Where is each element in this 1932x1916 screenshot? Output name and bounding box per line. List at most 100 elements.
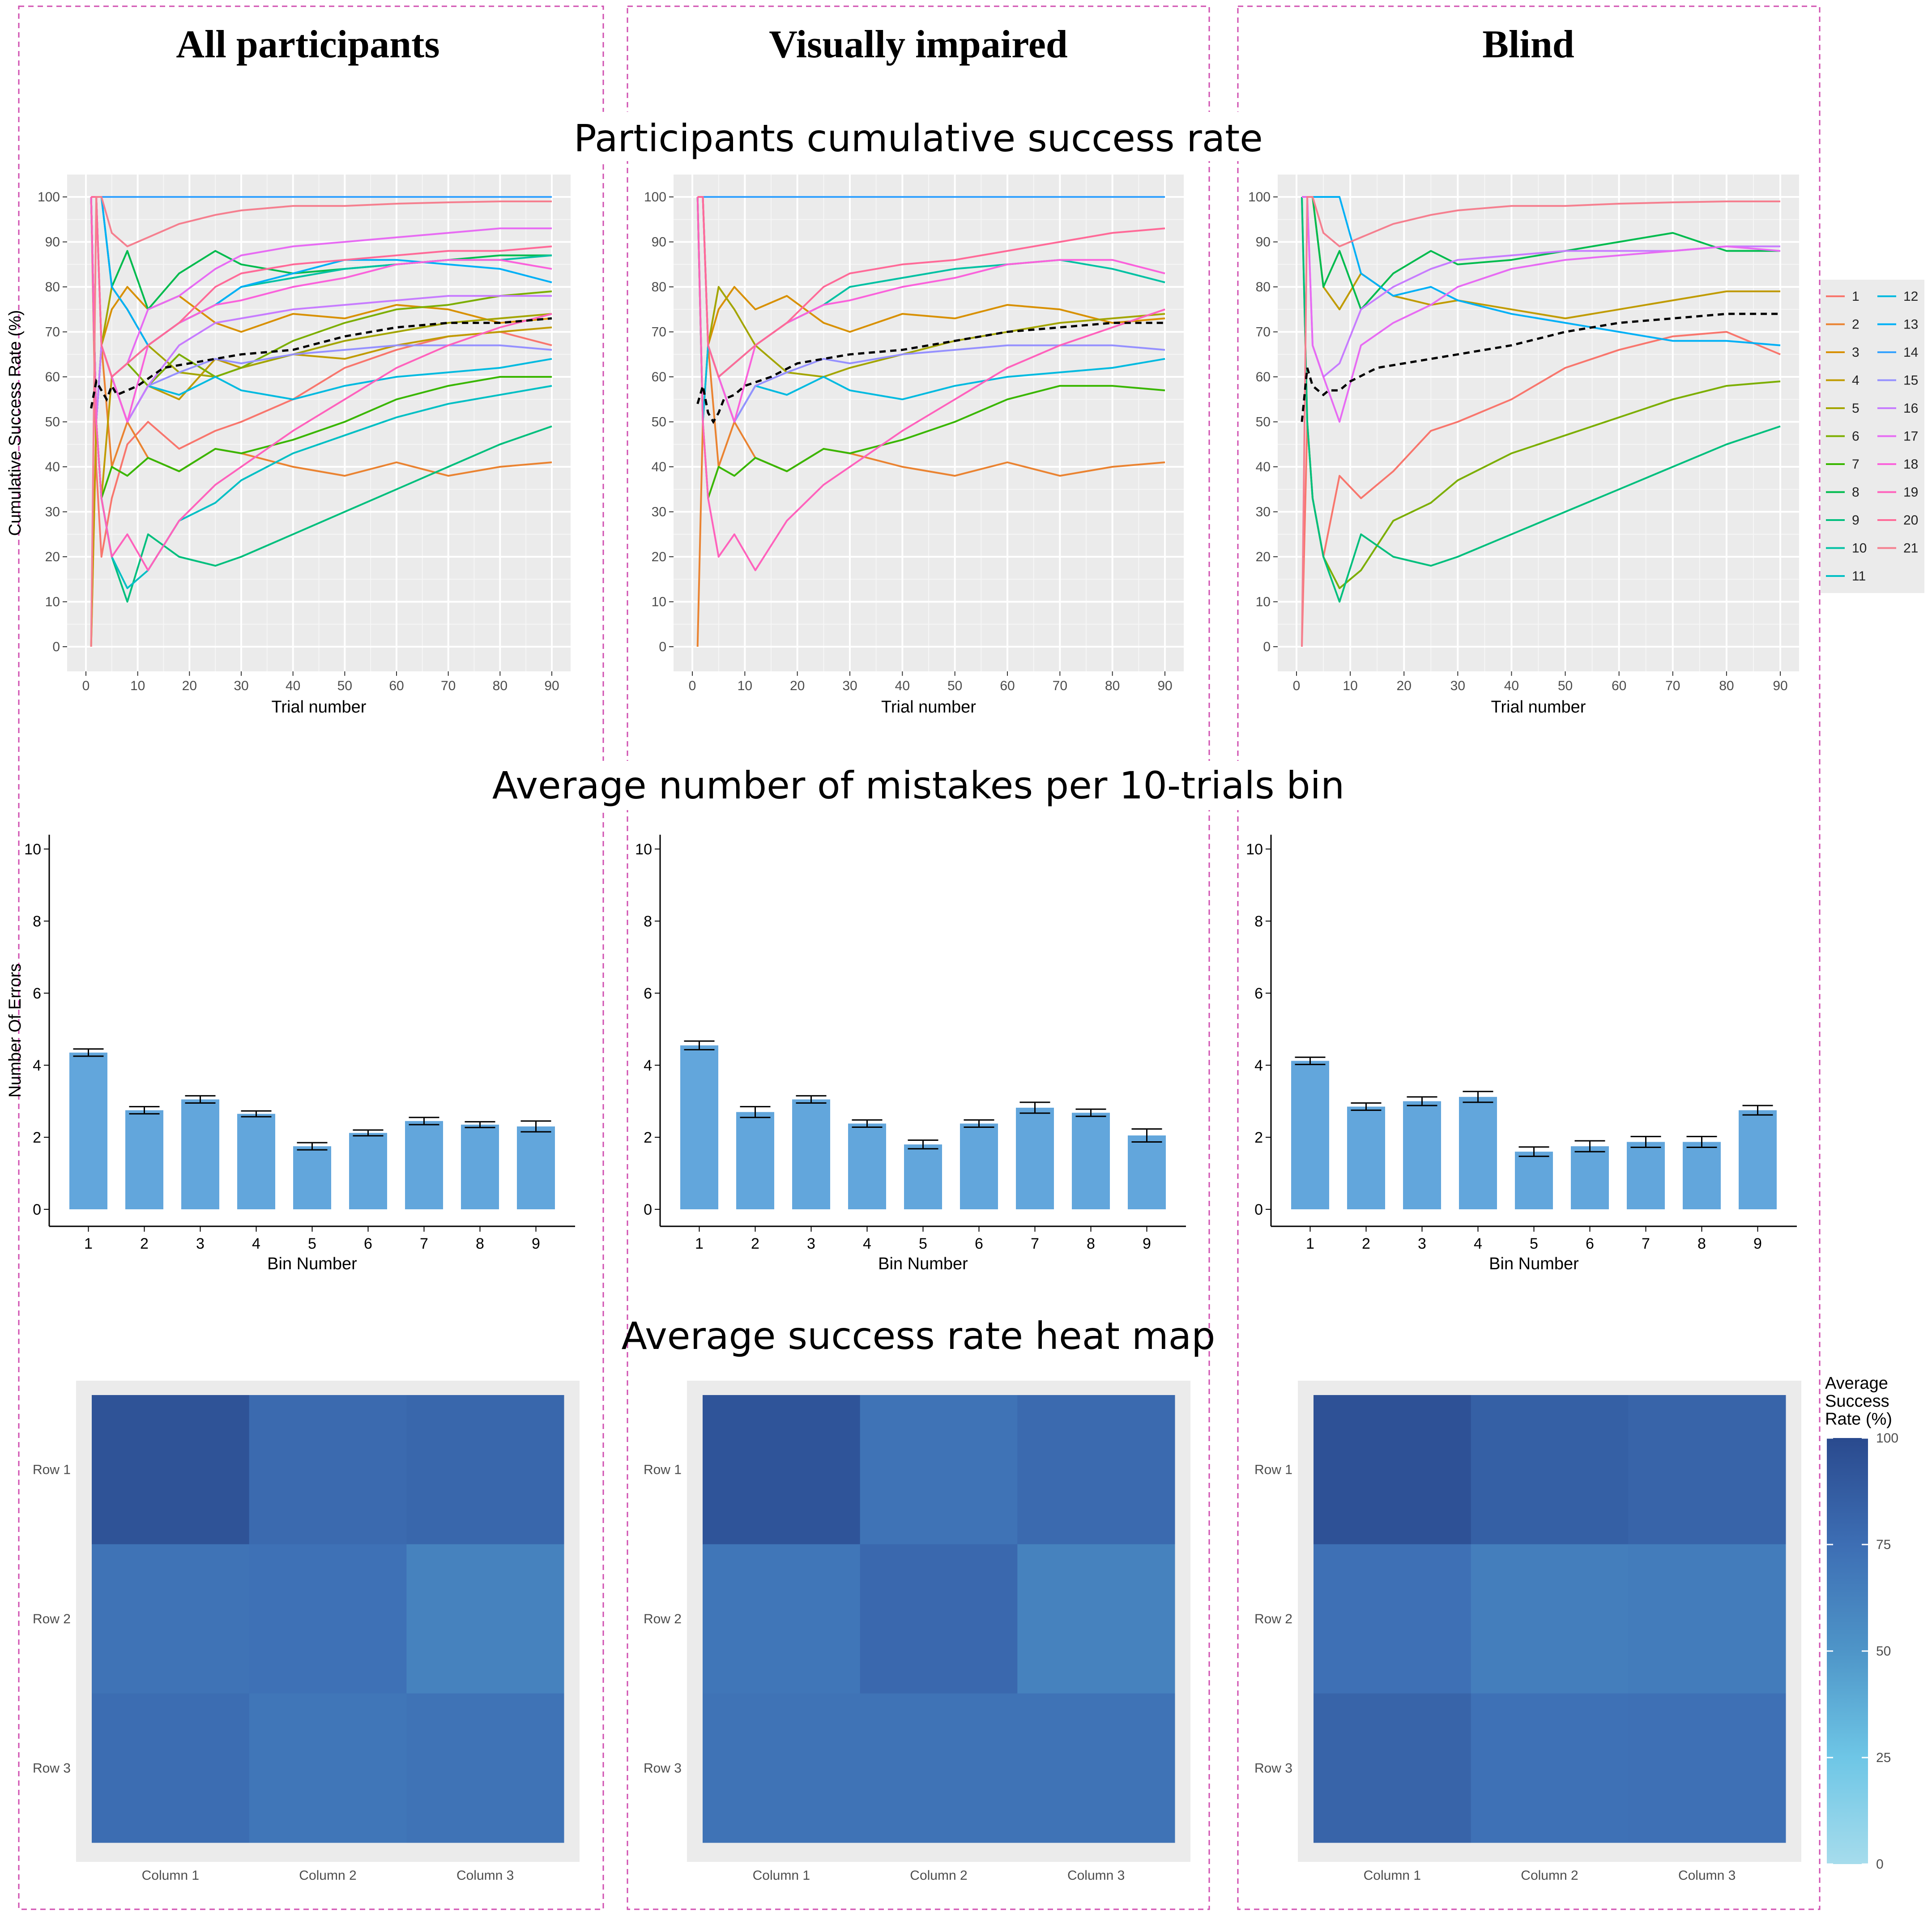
- x-tick-label: 2: [751, 1235, 759, 1252]
- x-tick-label: 4: [252, 1235, 260, 1252]
- series-line-17: [1302, 196, 1781, 423]
- x-tick-label: 60: [389, 678, 404, 693]
- y-tick-label: 30: [45, 505, 60, 520]
- bar-2: [125, 1110, 163, 1209]
- x-axis-label: Bin Number: [1489, 1255, 1579, 1273]
- bar-5: [1515, 1152, 1553, 1209]
- x-tick-label: 4: [1474, 1235, 1482, 1252]
- heat-cell: [1314, 1395, 1471, 1545]
- column-label: Column 1: [1364, 1868, 1421, 1883]
- legend-label: 15: [1903, 373, 1918, 388]
- y-tick-label: 70: [45, 325, 60, 340]
- x-tick-label: 30: [234, 678, 248, 693]
- x-tick-label: 70: [1665, 678, 1680, 693]
- row-label: Row 3: [644, 1761, 682, 1775]
- heat-cell: [406, 1544, 564, 1694]
- x-tick-label: 0: [689, 678, 696, 693]
- line-chart-impaired: 0 10 20 30 40 50 60 70 80 90 0 10 20 30 40 50 60 70 80 90 10…: [644, 175, 1184, 717]
- legend-label: 11: [1852, 569, 1866, 584]
- column-label: Column 1: [753, 1868, 810, 1883]
- x-tick-label: 8: [1697, 1235, 1706, 1252]
- y-tick-label: 2: [1254, 1129, 1263, 1146]
- column-title-impaired: Visually impaired: [769, 23, 1067, 66]
- x-tick-label: 80: [1719, 678, 1734, 693]
- row-label: Row 2: [1254, 1612, 1292, 1626]
- heat-cell: [1017, 1544, 1175, 1694]
- heat-cell: [860, 1395, 1018, 1545]
- y-tick-label: 20: [652, 550, 666, 564]
- legend-label: 12: [1903, 289, 1918, 304]
- heat-legend-label: 100: [1876, 1431, 1898, 1446]
- x-tick-label: 60: [1612, 678, 1626, 693]
- column-label: Column 2: [910, 1868, 967, 1883]
- y-tick-label: 90: [652, 235, 666, 250]
- x-tick-label: 40: [895, 678, 910, 693]
- y-tick-label: 60: [1256, 370, 1271, 384]
- x-tick-label: 6: [1586, 1235, 1594, 1252]
- heat-legend-label: 75: [1876, 1537, 1891, 1552]
- bar-8: [1683, 1142, 1721, 1209]
- heat-cell: [1017, 1693, 1175, 1843]
- x-axis-label: Trial number: [272, 698, 367, 717]
- x-tick-label: 7: [420, 1235, 428, 1252]
- row-label: Row 2: [33, 1612, 71, 1626]
- heat-legend-title: Success: [1825, 1392, 1889, 1411]
- row-label: Row 1: [1254, 1463, 1292, 1477]
- heat-cell: [1628, 1544, 1786, 1694]
- series-line-3: [696, 196, 1165, 423]
- column-label: Column 3: [1067, 1868, 1125, 1883]
- column-title-all: All participants: [176, 23, 439, 66]
- series-line-13: [1302, 196, 1781, 346]
- y-tick-label: 6: [644, 985, 652, 1002]
- x-tick-label: 20: [1397, 678, 1412, 693]
- y-axis-label: Cumulative Success Rate (%): [6, 310, 25, 536]
- heat-cell: [406, 1693, 564, 1843]
- x-tick-label: 3: [1418, 1235, 1426, 1252]
- y-tick-label: 80: [1256, 280, 1271, 294]
- legend-label: 17: [1903, 429, 1918, 444]
- y-tick-label: 6: [1254, 985, 1263, 1002]
- legend-label: 6: [1852, 429, 1859, 444]
- column-label: Column 3: [1678, 1868, 1736, 1883]
- x-tick-label: 20: [790, 678, 805, 693]
- mean-line: [696, 321, 1165, 424]
- x-tick-label: 0: [1293, 678, 1301, 693]
- legend-label: 2: [1852, 317, 1859, 332]
- legend-label: 14: [1903, 345, 1918, 360]
- y-tick-label: 40: [1256, 460, 1271, 474]
- y-tick-label: 50: [45, 415, 60, 430]
- bar-2: [736, 1112, 774, 1209]
- section-title-mistakes: Average number of mistakes per 10-trials…: [492, 764, 1344, 807]
- x-axis-label: Trial number: [881, 698, 976, 717]
- heat-cell: [1314, 1544, 1471, 1694]
- x-tick-label: 90: [544, 678, 559, 693]
- series-line-21: [1301, 196, 1780, 647]
- bar-8: [461, 1124, 499, 1209]
- x-tick-label: 10: [738, 678, 752, 693]
- y-tick-label: 40: [652, 460, 666, 474]
- x-tick-label: 9: [1753, 1235, 1762, 1252]
- series-line-20: [697, 196, 1165, 378]
- heat-legend-label: 0: [1876, 1857, 1884, 1872]
- y-tick-label: 10: [1256, 595, 1271, 610]
- x-tick-label: 8: [1087, 1235, 1095, 1252]
- line-chart-all: 0 10 20 30 40 50 60 70 80 90 0 10 20 30 40 50 60 70 80 90 10…: [6, 175, 571, 717]
- series-line-9: [1301, 196, 1781, 603]
- heat-legend-title: Rate (%): [1825, 1410, 1892, 1429]
- y-tick-label: 60: [45, 370, 60, 384]
- x-tick-label: 50: [1558, 678, 1573, 693]
- x-tick-label: 90: [1157, 678, 1172, 693]
- heat-cell: [406, 1395, 564, 1545]
- y-tick-label: 90: [45, 235, 60, 250]
- x-tick-label: 30: [1450, 678, 1465, 693]
- y-tick-label: 100: [644, 190, 666, 205]
- heat-cell: [1628, 1395, 1786, 1545]
- x-tick-label: 7: [1642, 1235, 1650, 1252]
- column-border-impaired: [627, 5, 1210, 1910]
- bar-6: [1571, 1146, 1609, 1209]
- bar-7: [1016, 1107, 1054, 1209]
- row-label: Row 3: [1254, 1761, 1292, 1775]
- series-line-7: [696, 196, 1165, 499]
- y-tick-label: 0: [644, 1201, 652, 1218]
